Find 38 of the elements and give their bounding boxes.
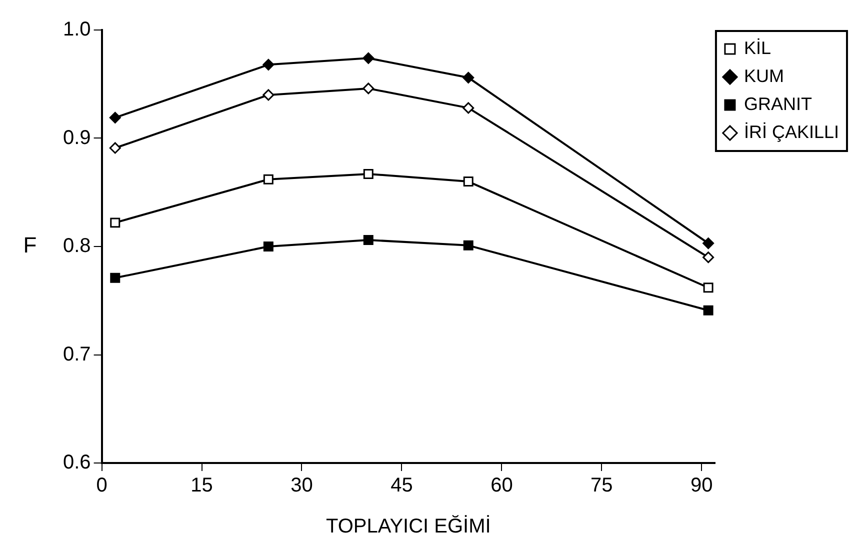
point — [110, 272, 120, 283]
x-tick-label: 60 — [490, 474, 513, 497]
x-tick-label: 15 — [190, 474, 213, 497]
legend-label: KİL — [744, 38, 771, 58]
point — [702, 238, 714, 250]
point — [463, 176, 474, 187]
point — [109, 112, 121, 124]
point — [262, 89, 274, 101]
point — [362, 82, 374, 94]
point — [703, 305, 714, 316]
point — [110, 218, 120, 228]
x-tick-label: 0 — [96, 474, 108, 497]
x-tick-label: 45 — [390, 474, 413, 497]
point — [109, 142, 121, 154]
point — [462, 102, 474, 114]
point — [263, 242, 274, 252]
point — [702, 252, 714, 264]
point — [363, 168, 374, 179]
point — [262, 58, 274, 70]
y-tick-label: 1.0 — [62, 18, 91, 41]
legend-label: GRANIT — [744, 94, 812, 114]
legend-label: İRİ ÇAKILLI — [744, 122, 840, 142]
point — [463, 240, 474, 250]
point — [363, 235, 374, 245]
y-axis-title: F — [23, 232, 37, 258]
x-tick-label: 90 — [690, 474, 713, 497]
point — [263, 174, 274, 184]
y-tick-label: 0.7 — [62, 343, 91, 366]
point — [462, 72, 474, 84]
point — [362, 52, 374, 64]
y-tick-label: 0.8 — [62, 235, 91, 258]
x-axis-title: TOPLAYICI EĞİMİ — [326, 514, 491, 538]
x-tick-label: 30 — [290, 474, 313, 497]
y-tick-label: 0.9 — [62, 126, 91, 149]
y-tick-label: 0.6 — [62, 452, 91, 474]
x-tick-label: 75 — [590, 474, 613, 497]
point — [703, 282, 714, 293]
legend-label: KUM — [744, 66, 784, 86]
